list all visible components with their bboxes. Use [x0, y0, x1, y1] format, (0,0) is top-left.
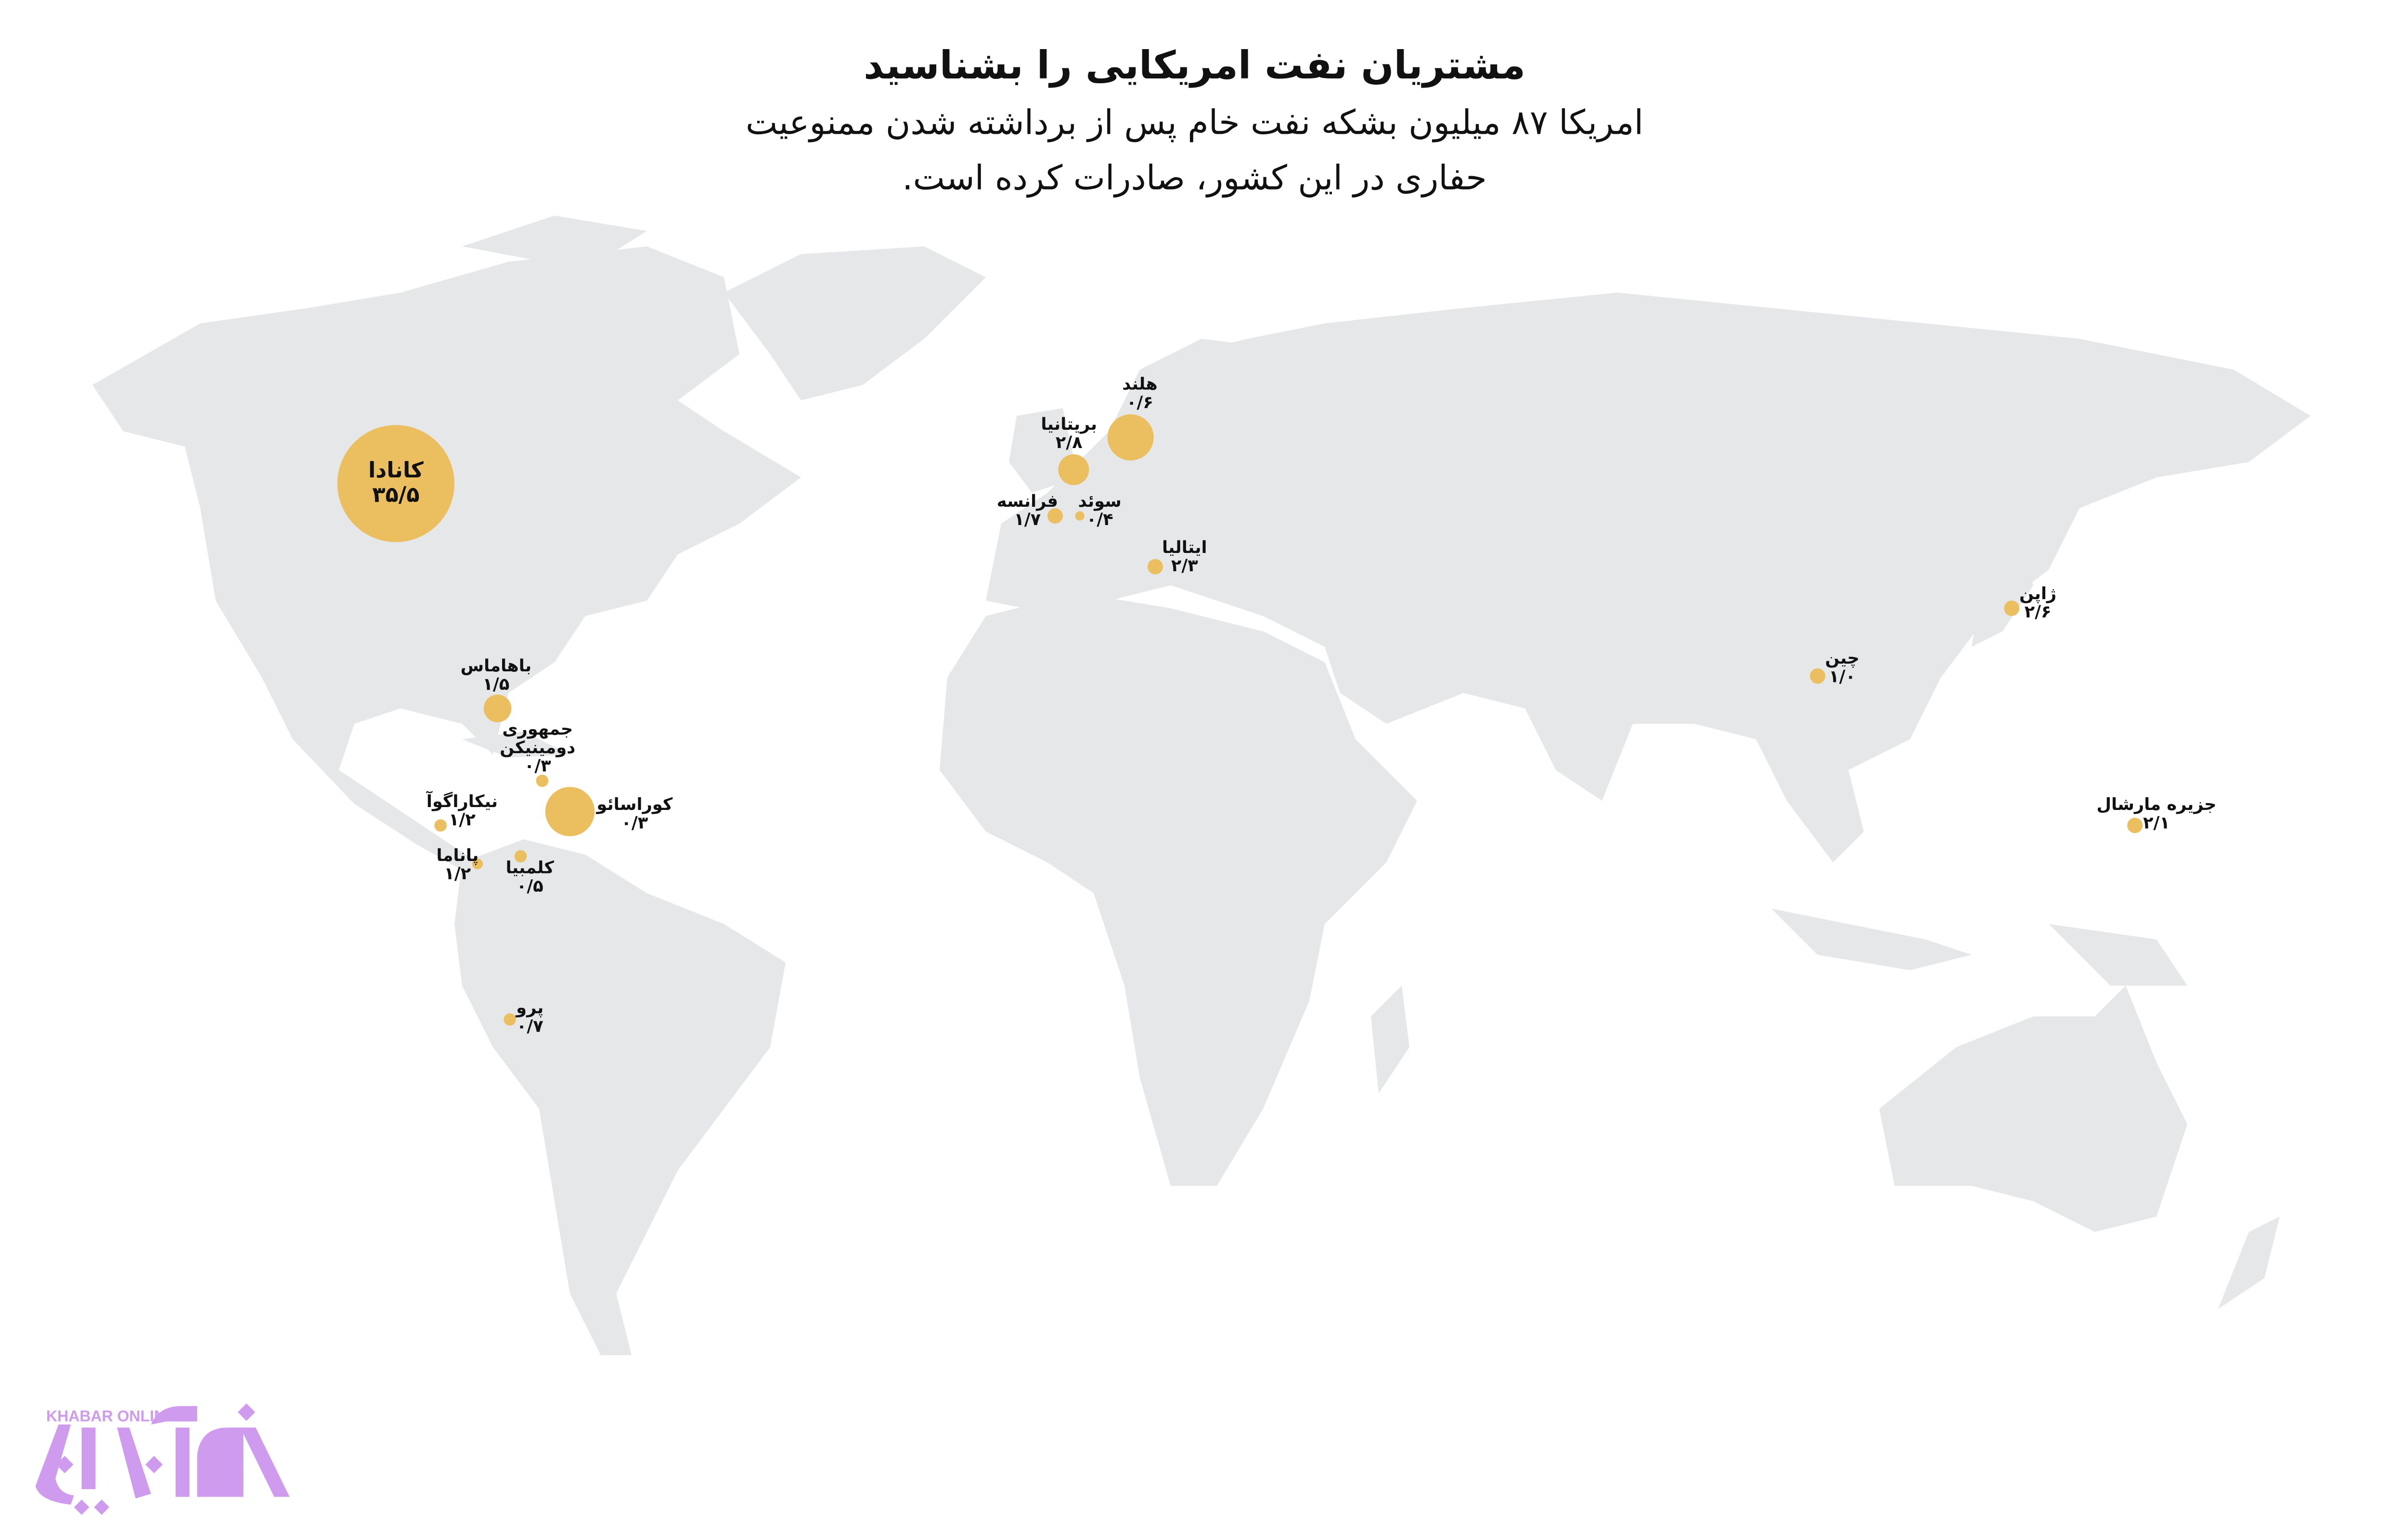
subtitle-line-1: امریکا ۸۷ میلیون بشکه نفت خام پس از بردا…: [745, 104, 1644, 143]
country-name: پاناما: [436, 845, 479, 866]
subtitle-line-2: حفاری در این کشور، صادرات کرده است.: [902, 160, 1487, 199]
country-label: هلند ۰/۶: [1122, 374, 1158, 413]
bubble-8: [1107, 414, 1154, 461]
bubble-13: [1810, 668, 1825, 684]
country-label: ژاپن ۲/۶: [2019, 583, 2057, 622]
country-label: پرو ۰/۷: [516, 998, 544, 1037]
eurasia: [986, 293, 2311, 862]
new-zealand: [2218, 1217, 2280, 1309]
country-name: کلمبیا: [505, 858, 554, 878]
country-name: پرو: [516, 998, 544, 1018]
country-name: بریتانیا: [1041, 414, 1098, 435]
country-label: ایتالیا ۲/۳: [1162, 537, 1207, 576]
country-name: کانادا: [368, 459, 424, 484]
bubble-4: [434, 819, 447, 832]
title: مشتریان نفت امریکایی را بشناسید: [864, 43, 1526, 88]
export-value: ۰/۵: [516, 876, 543, 897]
greenland: [724, 246, 986, 400]
export-value: ۰/۶: [1126, 393, 1153, 413]
export-value: ۰/۴: [1086, 510, 1113, 530]
country-name: ایتالیا: [1162, 537, 1207, 558]
export-value: ۱/۰: [1829, 667, 1856, 687]
country-label: جزیره مارشال ۲/۱: [2096, 796, 2216, 833]
japan: [1972, 539, 2033, 647]
country-label: بریتانیا ۲/۸: [1041, 414, 1098, 453]
country-name-line-2: دومینیکن: [500, 737, 576, 758]
country-label: کانادا ۳۵/۵: [368, 459, 424, 508]
country-name: جمهوری: [502, 719, 573, 739]
new-guinea: [2049, 924, 2187, 986]
logo-mark: KHABAR ONLINE: [35, 1403, 290, 1515]
country-name: کوراسائو: [596, 795, 673, 815]
cuba: [462, 732, 570, 758]
bubble-3: [545, 787, 595, 836]
export-value: ۱/۵: [482, 674, 510, 695]
country-name: سوئد: [1078, 491, 1122, 512]
bubble-12: [1148, 559, 1163, 575]
country-label: چین ۱/۰: [1825, 648, 1860, 687]
country-label: جمهوری دومینیکن ۰/۳: [500, 719, 576, 776]
export-value: ۳۵/۵: [372, 483, 420, 508]
country-name: نیکاراگوآ: [426, 791, 498, 812]
bubble-14: [2004, 601, 2020, 616]
country-name: هلند: [1122, 374, 1158, 395]
country-name: فرانسه: [996, 491, 1059, 512]
country-label: باهاماس ۱/۵: [461, 657, 532, 694]
bubble-6: [514, 850, 527, 862]
indonesia: [1771, 909, 1972, 970]
country-name: چین: [1825, 648, 1860, 668]
country-label: کلمبیا ۰/۵: [505, 858, 554, 897]
bubble-11: [1075, 511, 1085, 521]
country-name: جزیره مارشال: [2096, 795, 2217, 815]
country-label: نیکاراگوآ ۱/۲: [426, 791, 498, 830]
bubble-9: [1058, 454, 1089, 485]
bubble-5: [472, 859, 483, 870]
export-value: ۱/۷: [1014, 510, 1041, 530]
export-value: ۱/۲: [444, 864, 471, 884]
khabar-online-logo: KHABAR ONLINE: [28, 1394, 328, 1523]
south-america: [454, 839, 786, 1355]
bubble-1: [483, 694, 512, 722]
country-label: سوئد ۰/۴: [1078, 491, 1122, 530]
export-value: ۲/۸: [1055, 433, 1083, 453]
bubble-2: [536, 774, 549, 787]
africa: [940, 593, 1417, 1186]
arctic-islands: [462, 216, 647, 270]
country-label: پاناما ۱/۲: [436, 845, 479, 884]
export-value: ۰/۳: [621, 813, 648, 834]
bubble-15: [2127, 818, 2143, 834]
export-value: ۰/۳: [524, 756, 551, 776]
north-america: [92, 246, 801, 870]
country-label: فرانسه ۱/۷: [996, 491, 1059, 530]
bubble-7: [504, 1013, 516, 1026]
export-value: ۱/۲: [449, 810, 476, 830]
country-name: باهاماس: [460, 656, 532, 676]
export-value: ۲/۳: [1171, 556, 1198, 576]
country-label: کوراسائو ۰/۳: [596, 796, 672, 833]
bubble-0: [337, 425, 454, 542]
australia: [1879, 986, 2187, 1232]
country-name: ژاپن: [2019, 583, 2057, 604]
madagascar: [1371, 986, 1409, 1093]
export-value: ۲/۱: [2143, 813, 2170, 834]
bubble-10: [1047, 508, 1063, 524]
export-value: ۰/۷: [516, 1016, 543, 1037]
export-value: ۲/۶: [2024, 602, 2052, 622]
